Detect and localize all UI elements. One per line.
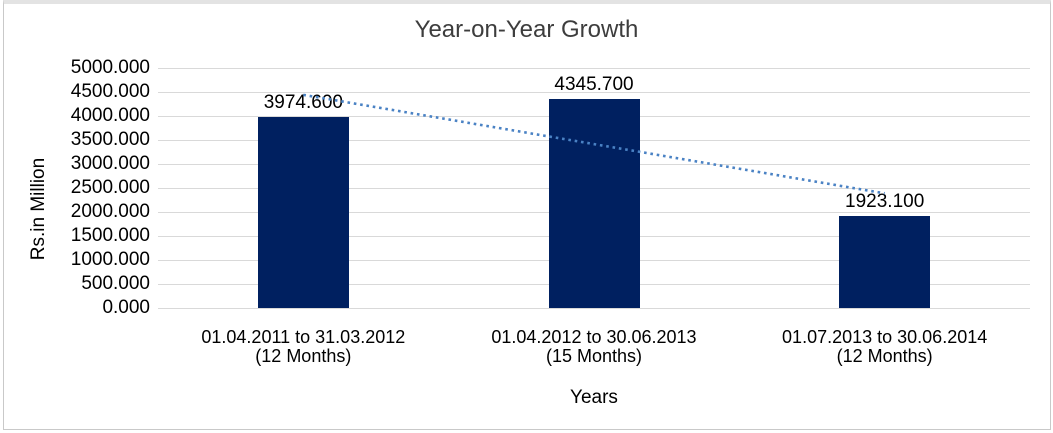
y-axis-tick-label: 0.000 bbox=[102, 297, 150, 318]
y-axis-tick-label: 3500.000 bbox=[70, 129, 150, 150]
bar bbox=[839, 215, 931, 308]
x-axis-category-line: 01.04.2011 to 31.03.2012 bbox=[201, 327, 406, 347]
y-axis-tick-label: 2000.000 bbox=[70, 201, 150, 222]
chart-title: Year-on-Year Growth bbox=[414, 16, 639, 43]
x-axis-category-label: 01.04.2011 to 31.03.2012 (12 Months) bbox=[158, 328, 449, 366]
y-axis-title: Rs.in Million bbox=[28, 157, 49, 261]
bar bbox=[257, 117, 349, 308]
y-axis-tick-label: 4500.000 bbox=[70, 81, 150, 102]
bar-data-label: 1923.100 bbox=[845, 190, 925, 212]
y-axis-tick-label: 1500.000 bbox=[70, 225, 150, 246]
x-axis-title: Years bbox=[570, 387, 618, 408]
gridline bbox=[158, 92, 1030, 93]
bar bbox=[548, 99, 640, 308]
y-axis-tick-label: 1000.000 bbox=[70, 249, 150, 270]
y-axis-tick-label: 2500.000 bbox=[70, 177, 150, 198]
gridline bbox=[158, 308, 1030, 309]
x-axis-category-line: (12 Months) bbox=[255, 346, 352, 366]
x-axis-category-line: (12 Months) bbox=[836, 346, 933, 366]
gridline bbox=[158, 68, 1030, 69]
y-axis-tick-label: 5000.000 bbox=[70, 57, 150, 78]
y-axis-tick-label: 4000.000 bbox=[70, 105, 150, 126]
y-axis-tick-label: 500.000 bbox=[81, 273, 150, 294]
x-axis-category-label: 01.04.2012 to 30.06.2013 (15 Months) bbox=[449, 328, 740, 366]
bar-data-label: 4345.700 bbox=[554, 74, 634, 96]
x-axis-category-line: (15 Months) bbox=[545, 346, 642, 366]
x-axis-category-line: 01.07.2013 to 30.06.2014 bbox=[782, 327, 988, 347]
x-axis-category-line: 01.04.2012 to 30.06.2013 bbox=[491, 327, 697, 347]
bar-data-label: 3974.600 bbox=[263, 92, 343, 114]
x-axis-category-label: 01.07.2013 to 30.06.2014 (12 Months) bbox=[739, 328, 1030, 366]
y-axis-tick-label: 3000.000 bbox=[70, 153, 150, 174]
